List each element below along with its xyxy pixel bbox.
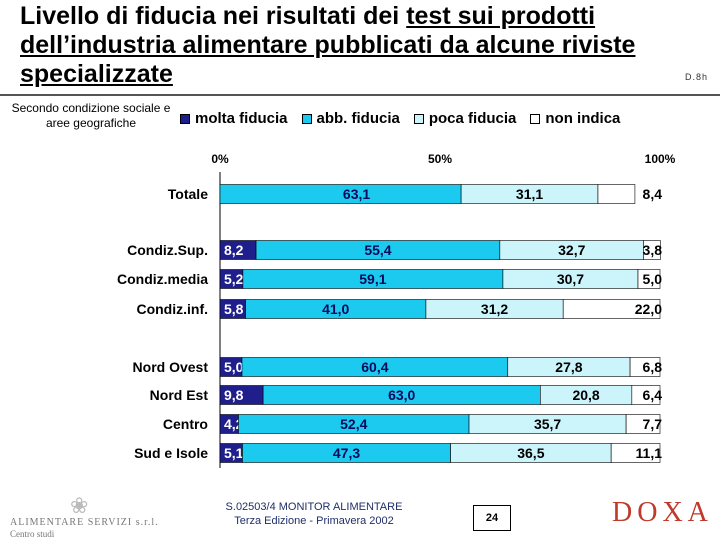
- data-label: 11,1: [636, 445, 663, 461]
- legend-item-molta: molta fiducia: [180, 110, 288, 127]
- category-label: Centro: [163, 416, 208, 432]
- bar-segment: [637, 269, 661, 289]
- data-label: 63,1: [343, 186, 370, 202]
- bar-segment: [629, 357, 661, 377]
- source-note: S.02503/4 MONITOR ALIMENTARE Terza Edizi…: [200, 500, 428, 528]
- data-label: 63,0: [388, 387, 415, 403]
- chart-legend: molta fiducia abb. fiducia poca fiducia …: [180, 110, 620, 127]
- legend-swatch-non: [530, 113, 541, 124]
- data-label: 5,8: [224, 301, 244, 317]
- data-label: 9,8: [224, 387, 244, 403]
- chart-subtitle: Secondo condizione sociale e aree geogra…: [11, 101, 171, 130]
- legend-label-non: non indica: [545, 110, 621, 127]
- data-label: 20,8: [572, 387, 599, 403]
- data-label: 3,8: [643, 242, 663, 258]
- data-label: 27,8: [555, 359, 582, 375]
- company-logo-icon: ❀: [70, 493, 89, 518]
- legend-label-poca: poca fiducia: [428, 110, 517, 127]
- legend-label-abb: abb. fiducia: [316, 110, 400, 127]
- bar-segment: [643, 240, 661, 260]
- bar-segment: [562, 299, 661, 319]
- category-label: Sud e Isole: [134, 445, 208, 461]
- x-tick-label: 100%: [645, 152, 676, 166]
- data-label: 30,7: [557, 271, 584, 287]
- data-label: 31,2: [481, 301, 508, 317]
- stacked-bar-chart: 0%50%100%Totale54,863,131,18,4Condiz.Sup…: [117, 152, 676, 468]
- data-label: 5,0: [224, 359, 244, 375]
- category-label: Nord Est: [150, 387, 209, 403]
- header-divider: [0, 94, 720, 96]
- data-label: 22,0: [635, 301, 662, 317]
- footer-company: ❀ ALIMENTARE SERVIZI s.r.l. Centro studi: [10, 493, 200, 539]
- data-label: 5,0: [643, 271, 663, 287]
- data-label: 8,2: [224, 242, 244, 258]
- data-label: 6,4: [643, 387, 663, 403]
- bar-segment: [597, 184, 636, 204]
- bar-segment: [625, 414, 661, 434]
- category-label: Condiz.media: [117, 271, 208, 287]
- bar-segment: [610, 443, 661, 463]
- data-label: 35,7: [534, 416, 561, 432]
- legend-label-molta: molta fiducia: [195, 110, 288, 127]
- x-tick-label: 50%: [428, 152, 452, 166]
- title-text: Livello di fiducia nei risultati dei: [20, 2, 407, 30]
- doxa-logo: DOXA: [612, 497, 713, 528]
- category-label: Condiz.inf.: [136, 301, 208, 317]
- data-label: 31,1: [516, 186, 543, 202]
- data-label: 52,4: [340, 416, 367, 432]
- bar-segment: [219, 184, 462, 204]
- category-label: Nord Ovest: [133, 359, 209, 375]
- data-label: 36,5: [517, 445, 544, 461]
- page-title: Livello di fiducia nei risultati dei tes…: [20, 2, 680, 89]
- data-label: 5,1: [224, 445, 244, 461]
- data-label: 5,2: [224, 271, 244, 287]
- data-label: 6,8: [643, 359, 663, 375]
- bar-segment: [631, 385, 661, 405]
- data-label: 60,4: [361, 359, 388, 375]
- legend-item-non: non indica: [530, 110, 620, 127]
- slide-code: D.8h: [684, 72, 708, 82]
- category-label: Condiz.Sup.: [127, 242, 208, 258]
- data-label: 59,1: [359, 271, 386, 287]
- company-sub: Centro studi: [10, 529, 55, 539]
- data-label: 55,4: [364, 242, 391, 258]
- data-label: 8,4: [643, 186, 663, 202]
- data-label: 41,0: [322, 301, 349, 317]
- legend-swatch-poca: [413, 113, 424, 124]
- data-label: 7,7: [643, 416, 663, 432]
- title-underlined-text: test sui prodotti dell’industria aliment…: [20, 2, 636, 88]
- x-tick-label: 0%: [211, 152, 229, 166]
- page-number: 24: [473, 505, 511, 531]
- category-label: Totale: [168, 186, 208, 202]
- company-name: ALIMENTARE SERVIZI s.r.l.: [10, 517, 159, 528]
- source-line-2: Terza Edizione - Primavera 2002: [234, 515, 394, 527]
- legend-swatch-abb: [301, 113, 312, 124]
- legend-item-abb: abb. fiducia: [301, 110, 400, 127]
- data-label: 47,3: [333, 445, 360, 461]
- legend-swatch-molta: [180, 113, 190, 124]
- legend-item-poca: poca fiducia: [413, 110, 517, 127]
- source-line-1: S.02503/4 MONITOR ALIMENTARE: [225, 501, 403, 513]
- data-label: 32,7: [558, 242, 585, 258]
